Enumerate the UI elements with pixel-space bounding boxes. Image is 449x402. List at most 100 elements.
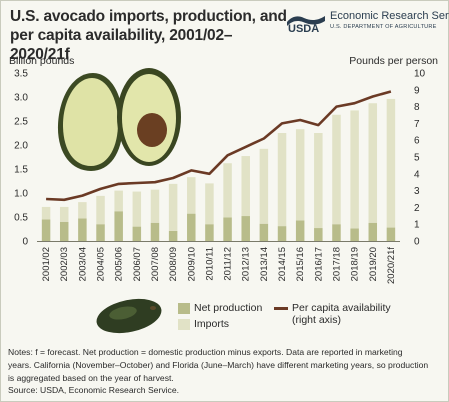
usda-logo: USDA (287, 16, 325, 33)
x-tick-label: 2008/09 (168, 247, 179, 281)
bar-net-production (96, 224, 105, 241)
right-tick-label: 3 (414, 186, 420, 197)
bar-net-production (259, 223, 269, 241)
bar-net-production (223, 217, 232, 241)
bar-imports (132, 191, 142, 227)
legend-swatch-per-capita (274, 307, 288, 310)
bar-imports (368, 103, 378, 223)
left-tick-label: 1.0 (14, 189, 28, 200)
chart-notes: Notes: f = forecast. Net production = do… (8, 346, 442, 385)
bar-imports (386, 98, 396, 228)
bar-net-production (132, 226, 142, 241)
right-tick-label: 10 (414, 69, 426, 80)
x-tick-label: 2001/02 (41, 247, 52, 281)
x-tick-label: 2009/10 (186, 247, 197, 281)
chart-title: U.S. avocado imports, production, and pe… (10, 7, 290, 64)
bar-imports (150, 189, 160, 223)
bar-imports (114, 190, 123, 212)
legend-imports: Imports (194, 318, 230, 330)
right-tick-label: 8 (414, 102, 420, 113)
bar-imports (259, 148, 269, 224)
department-name: U.S. DEPARTMENT OF AGRICULTURE (330, 24, 437, 30)
right-tick-label: 9 (414, 85, 420, 96)
x-tick-label: 2006/07 (132, 247, 143, 281)
bar-imports (187, 177, 196, 214)
chart-source: Source: USDA, Economic Research Service. (8, 385, 179, 395)
left-tick-label: 0.5 (14, 213, 28, 224)
x-tick-label: 2017/18 (331, 247, 342, 281)
chart-title-line1: U.S. avocado imports, production, and (10, 8, 287, 25)
legend-swatch-imports (178, 319, 190, 330)
avocado-half-left-flesh (63, 78, 118, 166)
bar-imports (59, 206, 69, 222)
x-tick-label: 2002/03 (59, 247, 70, 281)
left-tick-label: 0 (22, 237, 28, 248)
x-tick-label: 2012/13 (241, 247, 252, 281)
left-tick-label: 1.5 (14, 165, 28, 176)
right-tick-label: 7 (414, 119, 420, 130)
legend-swatch-net-production (178, 303, 190, 314)
bar-net-production (314, 228, 323, 241)
x-tick-label: 2005/06 (114, 247, 125, 281)
chart-title-line2: per capita availability, 2001/02–2020/21… (10, 27, 233, 63)
bar-net-production (205, 224, 214, 241)
right-axis-label: Pounds per person (349, 55, 438, 67)
left-tick-label: 3.5 (14, 69, 28, 80)
left-tick-label: 3.0 (14, 93, 28, 104)
bar-net-production (168, 230, 178, 241)
x-tick-label: 2007/08 (150, 247, 161, 281)
notes-line2: years. California (November–October) and… (8, 360, 429, 370)
x-tick-label: 2020/21f (386, 247, 397, 284)
notes-line1: Notes: f = forecast. Net production = do… (8, 347, 403, 357)
bar-imports (295, 129, 305, 221)
notes-line3: is aggregated based on the year of harve… (8, 373, 174, 383)
bar-imports (332, 114, 341, 225)
x-tick-label: 2014/15 (277, 247, 288, 281)
bar-net-production (187, 213, 196, 241)
avocado-pit (137, 113, 167, 147)
legend-per-capita-label: Per capita availability (292, 302, 391, 314)
legend-per-capita-axis: (right axis) (292, 314, 342, 326)
left-tick-label: 2.0 (14, 141, 28, 152)
per-capita-line (46, 90, 392, 202)
right-tick-label: 6 (414, 136, 420, 147)
bar-net-production (150, 222, 160, 241)
bar-net-production (295, 220, 305, 241)
left-tick-label: 2.5 (14, 117, 28, 128)
bar-net-production (350, 228, 359, 241)
bar-imports (205, 183, 214, 225)
right-tick-label: 2 (414, 203, 420, 214)
x-tick-label: 2013/14 (259, 247, 270, 281)
x-tick-label: 2004/05 (96, 247, 107, 281)
bar-net-production (332, 224, 341, 241)
bar-net-production (277, 226, 287, 241)
x-tick-label: 2019/20 (368, 247, 379, 281)
x-tick-label: 2016/17 (313, 247, 324, 281)
bar-imports (241, 156, 250, 217)
bar-net-production (386, 227, 396, 241)
right-tick-label: 5 (414, 153, 420, 164)
bar-net-production (41, 219, 51, 241)
left-axis-label: Billion pounds (9, 55, 75, 67)
bar-net-production (59, 221, 69, 241)
right-tick-label: 0 (414, 237, 420, 248)
x-tick-label: 2018/19 (350, 247, 361, 281)
bar-imports (78, 202, 87, 219)
bar-imports (314, 133, 323, 229)
right-tick-label: 1 (414, 220, 420, 231)
bar-imports (223, 163, 232, 218)
x-tick-label: 2015/16 (295, 247, 306, 281)
x-tick-label: 2010/11 (204, 247, 215, 281)
bar-imports (277, 133, 287, 227)
agency-name: Economic Research Service (330, 10, 449, 22)
right-tick-label: 4 (414, 169, 420, 180)
bar-net-production (78, 218, 87, 241)
chart-plot: 0 0.5 1.0 1.5 2.0 2.5 3.0 3.5 0 1 2 3 4 5 6 7 8 9 10 2001/0… (14, 68, 426, 284)
bar-imports (168, 183, 178, 231)
bar-net-production (368, 222, 378, 241)
legend-net-production: Net production (194, 302, 263, 314)
bar-imports (96, 195, 105, 225)
x-tick-label: 2003/04 (77, 247, 88, 281)
x-tick-label: 2011/12 (223, 247, 234, 281)
